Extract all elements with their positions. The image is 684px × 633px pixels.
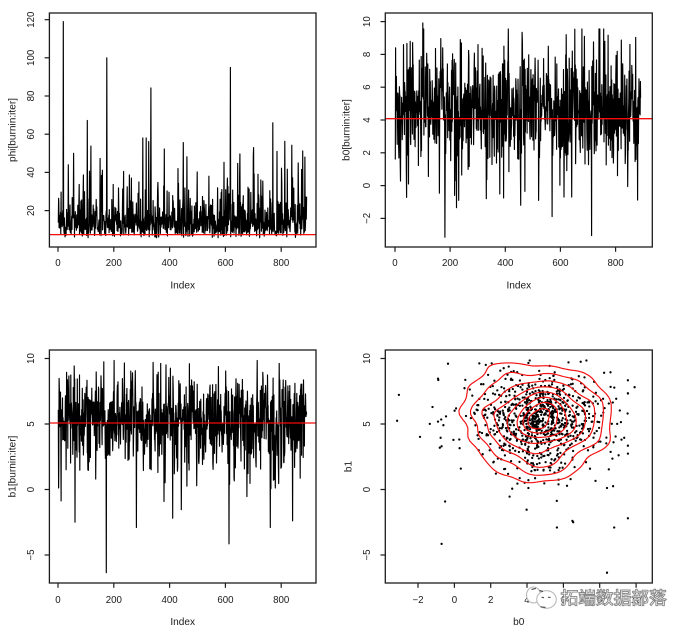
svg-text:20: 20 [26, 205, 37, 216]
svg-text:6: 6 [362, 85, 373, 90]
svg-text:800: 800 [273, 258, 290, 269]
svg-text:10: 10 [26, 353, 37, 364]
svg-text:100: 100 [26, 49, 37, 66]
svg-text:0: 0 [26, 486, 37, 492]
svg-text:5: 5 [362, 421, 373, 426]
svg-text:b0[burnin:iter]: b0[burnin:iter] [342, 99, 353, 161]
svg-text:0: 0 [55, 595, 61, 606]
svg-text:0: 0 [362, 486, 373, 492]
svg-text:600: 600 [552, 258, 569, 269]
svg-text:10: 10 [362, 353, 373, 364]
svg-text:0: 0 [55, 258, 61, 269]
svg-text:5: 5 [26, 421, 37, 426]
svg-text:b1[burnin:iter]: b1[burnin:iter] [8, 435, 19, 497]
svg-text:800: 800 [273, 595, 290, 606]
svg-text:8: 8 [362, 52, 373, 57]
svg-text:80: 80 [26, 90, 37, 101]
svg-text:40: 40 [26, 166, 37, 177]
svg-text:2: 2 [362, 150, 373, 155]
svg-text:0: 0 [392, 258, 398, 269]
svg-text:Index: Index [170, 281, 195, 292]
svg-text:4: 4 [524, 595, 530, 606]
svg-text:200: 200 [106, 258, 123, 269]
svg-text:−5: −5 [26, 549, 37, 560]
svg-text:120: 120 [26, 11, 37, 28]
svg-text:b1: b1 [344, 461, 355, 473]
svg-text:2: 2 [488, 595, 493, 606]
svg-text:b0: b0 [513, 617, 525, 628]
svg-text:400: 400 [162, 595, 179, 606]
svg-text:200: 200 [442, 258, 459, 269]
svg-text:600: 600 [217, 595, 234, 606]
svg-text:0: 0 [362, 182, 373, 188]
svg-text:−2: −2 [362, 213, 373, 224]
svg-text:4: 4 [362, 117, 373, 123]
svg-text:0: 0 [452, 595, 458, 606]
svg-text:400: 400 [162, 258, 179, 269]
svg-text:Index: Index [170, 617, 195, 628]
svg-text:200: 200 [106, 595, 123, 606]
svg-text:−5: −5 [362, 549, 373, 560]
svg-text:400: 400 [497, 258, 514, 269]
svg-text:600: 600 [217, 258, 234, 269]
svg-text:−2: −2 [412, 595, 423, 606]
svg-text:800: 800 [608, 258, 625, 269]
svg-text:Index: Index [506, 281, 531, 292]
svg-text:10: 10 [362, 16, 373, 27]
svg-text:phi[burnin:iter]: phi[burnin:iter] [8, 98, 19, 162]
svg-text:60: 60 [26, 128, 37, 139]
